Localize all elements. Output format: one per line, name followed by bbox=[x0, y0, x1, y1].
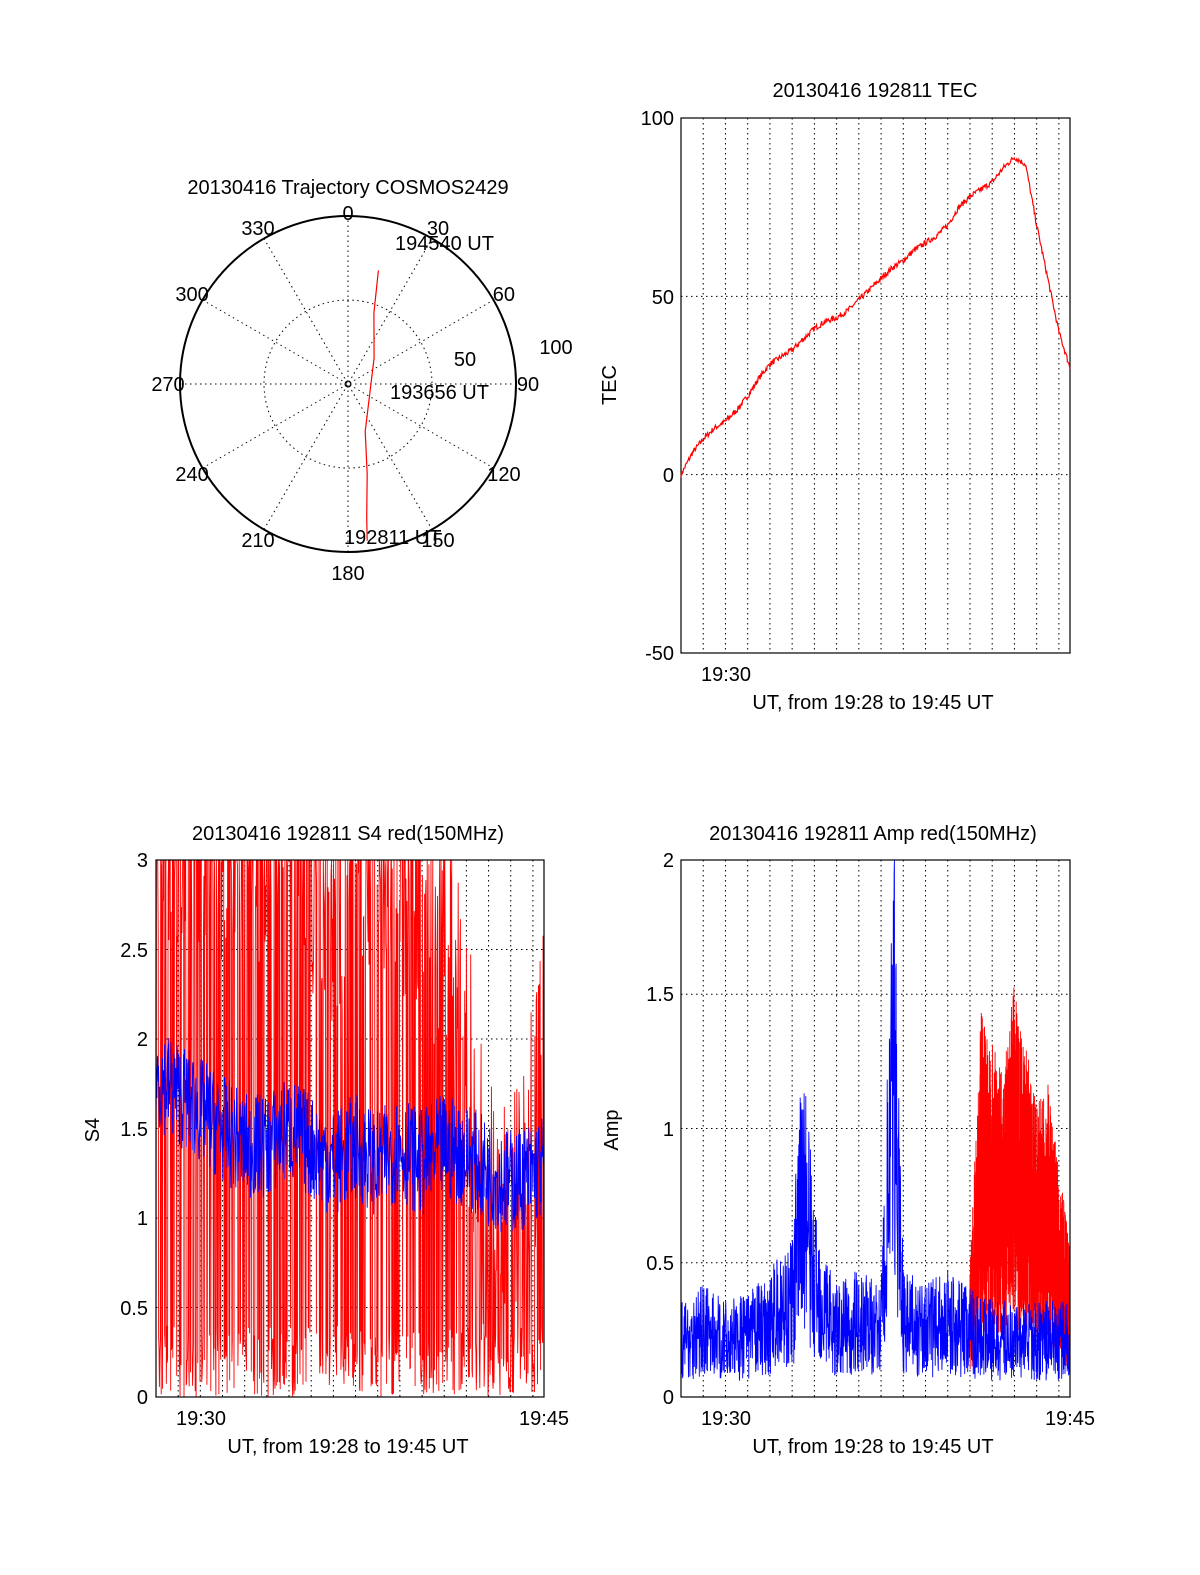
el-label-50: 50 bbox=[454, 349, 476, 371]
amp-ylabel: Amp bbox=[601, 1109, 623, 1150]
polar-spoke-60 bbox=[202, 299, 494, 469]
az-label-0: 0 bbox=[342, 203, 353, 225]
polar-spokes bbox=[180, 216, 516, 552]
az-label-270: 270 bbox=[151, 374, 184, 396]
time-label-start: 192811 UT bbox=[344, 527, 441, 549]
tec-xlabel: UT, from 19:28 to 19:45 UT bbox=[752, 692, 993, 714]
tec-xtick-1930: 19:30 bbox=[701, 664, 751, 686]
amp-panel: 20130416 192811 Amp red(150MHz) 0 0.5 1 … bbox=[601, 823, 1095, 1458]
s4-frame bbox=[155, 859, 545, 1398]
s4-ytick-2-5: 2.5 bbox=[120, 940, 148, 962]
tec-ytick-50: 50 bbox=[652, 287, 674, 309]
tec-grid bbox=[681, 118, 1070, 653]
az-label-120: 120 bbox=[487, 464, 520, 486]
az-label-300: 300 bbox=[175, 284, 208, 306]
trajectory-path bbox=[364, 270, 379, 541]
time-label-mid: 193656 UT bbox=[390, 382, 489, 404]
s4-panel: 20130416 192811 S4 red(150MHz) 0 0.5 1 1… bbox=[82, 823, 569, 1458]
time-label-end: 194540 UT bbox=[395, 233, 494, 255]
az-label-210: 210 bbox=[241, 530, 274, 552]
tec-title: 20130416 192811 TEC bbox=[773, 80, 978, 102]
s4-ytick-2: 2 bbox=[137, 1029, 148, 1051]
tec-ytick-neg50: -50 bbox=[645, 643, 674, 665]
amp-xlabel: UT, from 19:28 to 19:45 UT bbox=[752, 1436, 993, 1458]
az-label-90: 90 bbox=[517, 374, 539, 396]
amp-ytick-0-5: 0.5 bbox=[646, 1253, 674, 1275]
amp-series-blue bbox=[680, 859, 1071, 1381]
az-label-30: 30 bbox=[427, 218, 449, 240]
s4-xtick-1930: 19:30 bbox=[176, 1408, 226, 1430]
tec-ylabel: TEC bbox=[599, 365, 621, 405]
s4-title: 20130416 192811 S4 red(150MHz) bbox=[192, 823, 504, 845]
amp-xtick-1945: 19:45 bbox=[1045, 1408, 1095, 1430]
el-label-100: 100 bbox=[539, 337, 572, 359]
s4-ylabel: S4 bbox=[82, 1118, 104, 1142]
polar-azimuth-labels: 0 30 60 90 120 150 180 210 240 270 300 3… bbox=[151, 203, 539, 585]
s4-series bbox=[155, 859, 545, 1398]
amp-ytick-1-5: 1.5 bbox=[646, 984, 674, 1006]
s4-xtick-1945: 19:45 bbox=[519, 1408, 569, 1430]
amp-xtick-1930: 19:30 bbox=[701, 1408, 751, 1430]
s4-ytick-1: 1 bbox=[137, 1208, 148, 1230]
amp-ytick-1: 1 bbox=[663, 1119, 674, 1141]
tec-frame bbox=[680, 117, 1071, 654]
s4-ytick-0-5: 0.5 bbox=[120, 1298, 148, 1320]
tec-ytick-0: 0 bbox=[663, 465, 674, 487]
trajectory-panel: 20130416 Trajectory COSMOS2429 0 30 60 9… bbox=[151, 177, 572, 585]
az-label-60: 60 bbox=[493, 284, 515, 306]
az-label-180: 180 bbox=[331, 563, 364, 585]
amp-series bbox=[680, 859, 1071, 1381]
polar-spoke-150 bbox=[263, 238, 433, 530]
amp-ytick-2: 2 bbox=[663, 850, 674, 872]
s4-ytick-0: 0 bbox=[137, 1387, 148, 1409]
amp-title: 20130416 192811 Amp red(150MHz) bbox=[709, 823, 1037, 845]
amp-series-red bbox=[969, 987, 1071, 1370]
tec-series-line bbox=[680, 156, 1071, 478]
az-label-240: 240 bbox=[175, 464, 208, 486]
amp-ytick-0: 0 bbox=[663, 1387, 674, 1409]
s4-xlabel: UT, from 19:28 to 19:45 UT bbox=[227, 1436, 468, 1458]
tec-ytick-100: 100 bbox=[641, 108, 674, 130]
az-label-150: 150 bbox=[421, 530, 454, 552]
s4-ytick-1-5: 1.5 bbox=[120, 1119, 148, 1141]
trajectory-title: 20130416 Trajectory COSMOS2429 bbox=[187, 177, 508, 199]
s4-ytick-3: 3 bbox=[137, 850, 148, 872]
polar-inner-ring bbox=[263, 299, 433, 469]
s4-series-blue bbox=[155, 1038, 545, 1232]
amp-frame bbox=[680, 859, 1071, 1398]
tec-panel: 20130416 192811 TEC 100 50 0 -50 19:30 U… bbox=[599, 80, 1071, 714]
az-label-330: 330 bbox=[241, 218, 274, 240]
polar-spoke-30 bbox=[263, 238, 433, 530]
polar-spoke-120 bbox=[202, 299, 494, 469]
